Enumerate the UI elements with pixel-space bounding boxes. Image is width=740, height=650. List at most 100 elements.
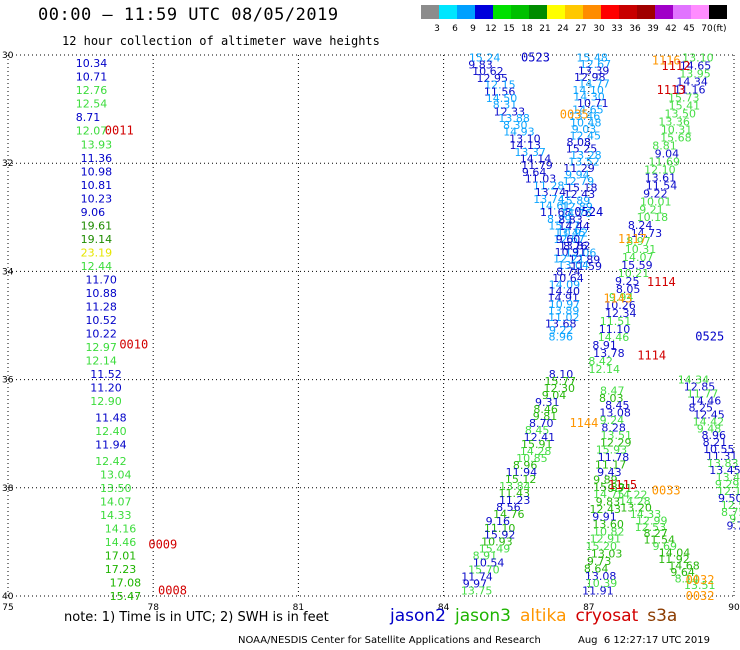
time-label: 0033	[652, 484, 681, 498]
swath-value: 13.08	[585, 570, 617, 583]
swath-value: 11.17	[595, 459, 627, 472]
swath-value: 8.76	[563, 240, 588, 253]
colorbar-tick-label: 9	[470, 24, 476, 34]
swath-value: 8.97	[626, 235, 651, 248]
wave-height-value: 12.07	[76, 125, 108, 138]
map-axes: 75 78 81 84 87 90 30 32 34 36 38 40	[2, 51, 740, 613]
swath-value: 12.85	[684, 381, 716, 394]
wave-height-value: 12.90	[90, 395, 122, 408]
colorbar-tick-label: 45	[683, 24, 694, 34]
swath-value: 12.34	[605, 307, 637, 320]
time-label: 0010	[119, 337, 148, 351]
wave-height-value: 14.46	[105, 536, 137, 549]
swath-value: 13.74	[533, 193, 565, 206]
swath-value: 9.24	[600, 414, 625, 427]
wave-height-value: 13.93	[81, 138, 113, 151]
wave-height-value: 11.48	[95, 411, 127, 424]
colorbar-swatch	[637, 5, 655, 19]
swath-value: 8.46	[533, 403, 558, 416]
swath-value: 13.89	[548, 304, 580, 317]
swath-value: 15.89	[559, 194, 591, 207]
swath-value: 11.28	[533, 179, 565, 192]
swath-value: 14.61	[539, 200, 571, 213]
swath-value: 9.89	[593, 473, 618, 486]
map-title: 00:00 – 11:59 UTC 08/05/2019	[38, 5, 339, 25]
swath-value: 12.18	[717, 485, 740, 498]
swath-value: 11.77	[687, 388, 719, 401]
swath-value: 14.30	[573, 91, 605, 104]
colorbar-tick-label: 33	[611, 24, 622, 34]
swath-value: 14.75	[593, 488, 625, 501]
swath-value: 9.83	[468, 58, 493, 71]
swath-value: 8.14	[675, 573, 700, 586]
swath-value: 10.92	[557, 227, 589, 240]
swath-value: 9.31	[535, 396, 560, 409]
time-label: 0008	[158, 584, 187, 598]
swath-value: 13.20	[620, 501, 652, 514]
swath-value: 12.58	[721, 499, 740, 512]
swath-value: 8.91	[473, 550, 498, 563]
swath-value: 11.23	[499, 494, 531, 507]
swath-value: 14.28	[619, 495, 651, 508]
swath-value: 12.30	[544, 382, 576, 395]
swath-value: 12.41	[524, 431, 556, 444]
swath-value: 9.64	[670, 566, 695, 579]
time-labels: 0011 0010 0009 0008 0523 0524 0525 0035 0033 0032…	[105, 51, 724, 603]
swath-value: 14.91	[547, 291, 579, 304]
swath-value: 11.74	[461, 571, 493, 584]
swath-value: 8.10	[549, 368, 574, 381]
wave-height-value: 19.14	[81, 233, 113, 246]
swath-value: 10.18	[637, 211, 669, 224]
swath-value: 12.33	[494, 105, 526, 118]
swath-value: 13.45	[554, 226, 586, 239]
swath-value: 8.74	[556, 266, 581, 279]
swath-value: 10.71	[577, 97, 609, 110]
swath-value: 15.41	[669, 100, 701, 113]
colorbar-swatch	[619, 5, 637, 19]
swath-value: 14.46	[598, 331, 630, 344]
time-label: 0011	[105, 124, 134, 138]
colorbar-swatch	[493, 5, 511, 19]
wave-height-value: 12.40	[95, 425, 127, 438]
swath-value: 9.64	[522, 166, 547, 179]
wave-height-value: 11.36	[81, 152, 113, 165]
swath-value: 14.65	[572, 104, 604, 117]
swath-value: 8.28	[601, 421, 626, 434]
colorbar-tick-label: 70	[701, 24, 713, 34]
swath-value: 15.24	[469, 52, 501, 65]
wave-height-value: 23.19	[81, 246, 113, 259]
colorbar-swatch	[673, 5, 691, 19]
swath-value: 12.53	[635, 521, 667, 534]
wave-height-value: 12.44	[81, 260, 113, 273]
satellite-legend: jason2 jason3 altika cryosat s3a	[390, 606, 686, 626]
swath-value: 13.61	[645, 171, 677, 184]
satellite-legend-s3a: s3a	[647, 606, 678, 626]
wave-height-value: 8.71	[76, 111, 101, 124]
swath-value: 10.54	[473, 557, 505, 570]
swath-value: 10.31	[661, 123, 693, 136]
swath-value: 8.31	[493, 99, 518, 112]
swath-value: 10.85	[516, 452, 548, 465]
swath-value: 13.68	[545, 317, 577, 330]
swath-value: 12.89	[569, 253, 601, 266]
swath-value: 14.14	[520, 152, 552, 165]
swath-value: 15.48	[576, 52, 608, 65]
swath-value: 9.94	[565, 168, 590, 181]
time-label: 0035	[560, 108, 589, 122]
swath-value: 11.54	[646, 179, 678, 192]
y-tick-label: 38	[2, 484, 14, 494]
swath-value: 10.91	[555, 246, 587, 259]
colorbar-tick-label: 15	[503, 24, 514, 34]
swath-value: 14.46	[690, 394, 722, 407]
swath-value: 11.91	[582, 585, 614, 598]
colorbar-swatch	[583, 5, 601, 19]
swath-value: 13.39	[578, 65, 610, 78]
wave-height-value: 10.52	[85, 314, 117, 327]
x-tick-label: 84	[438, 603, 450, 613]
swath-value: 14.09	[549, 278, 581, 291]
swath-value: 14.10	[572, 84, 604, 97]
wave-height-value: 13.04	[100, 468, 131, 481]
swath-value: 14.76	[493, 508, 525, 521]
swath-tracks: 15.249.8310.6212.9512.1511.5614.508.3112…	[461, 52, 740, 598]
y-tick-label: 30	[2, 51, 14, 61]
